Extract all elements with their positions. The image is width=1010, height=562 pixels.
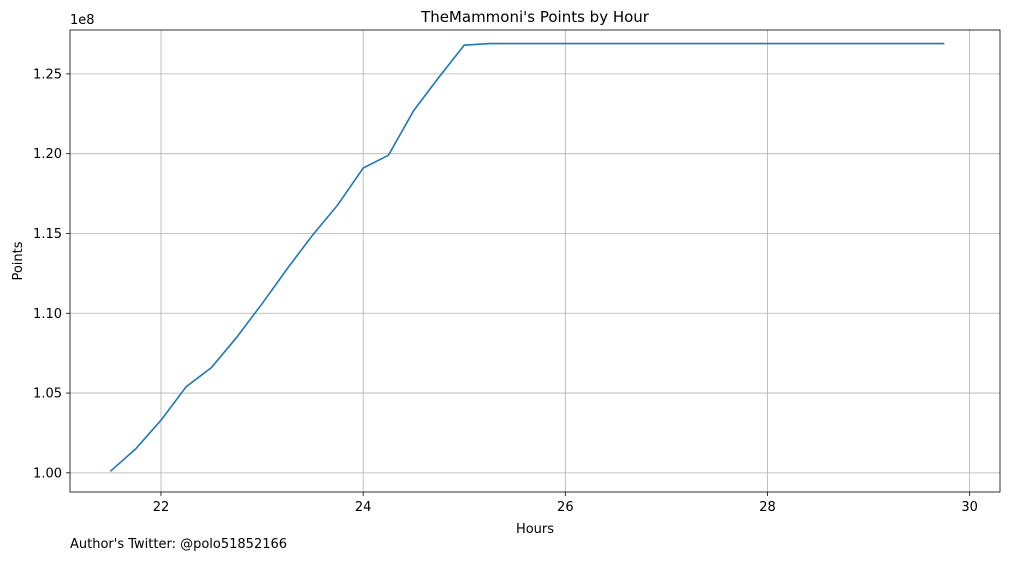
x-axis-label: Hours (516, 522, 554, 537)
x-axis-ticks: 22 24 26 28 30 (153, 492, 978, 515)
plot-frame (69, 29, 1001, 493)
x-tick-label: 26 (557, 500, 574, 515)
y-tick-label: 1.00 (33, 466, 62, 481)
y-tick-label: 1.05 (33, 387, 62, 402)
x-tick-label: 30 (961, 500, 978, 515)
y-tick-label: 1.25 (33, 67, 62, 82)
grid-lines (70, 30, 1000, 492)
series-line (109, 42, 945, 472)
y-tick-label: 1.10 (33, 307, 62, 322)
y-offset-label: 1e8 (70, 13, 95, 28)
y-tick-label: 1.15 (33, 227, 62, 242)
x-tick-label: 22 (153, 500, 170, 515)
author-twitter-text: Author's Twitter: @polo51852166 (70, 537, 288, 552)
y-axis-label: Points (11, 241, 26, 280)
chart-title: TheMammoni's Points by Hour (420, 8, 650, 26)
x-tick-label: 28 (759, 500, 776, 515)
y-axis-ticks: 1.00 1.05 1.10 1.15 1.20 1.25 (33, 67, 70, 481)
x-tick-label: 24 (355, 500, 372, 515)
y-tick-label: 1.20 (33, 147, 62, 162)
